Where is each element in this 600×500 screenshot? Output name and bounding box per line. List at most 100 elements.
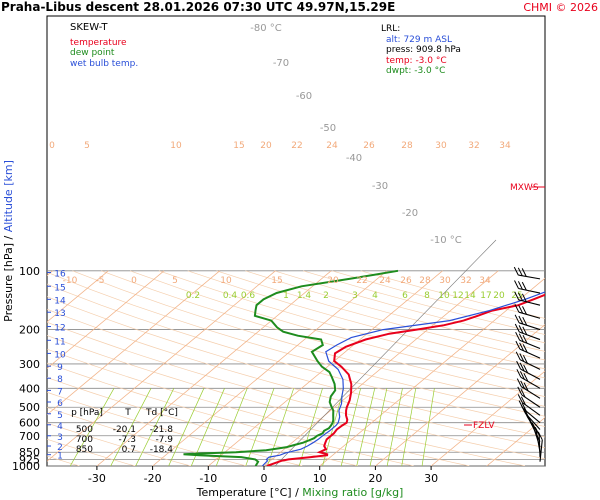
isotherm-label-400-2: 0 [131, 276, 137, 286]
altitude-tick-11: 11 [54, 337, 65, 347]
wind-barb-flag-500-0 [517, 386, 523, 396]
wind-barb-flag-110-0 [513, 266, 519, 276]
dry-adiabat-440 [245, 270, 545, 352]
isotherm-label-400-1: -5 [96, 276, 105, 286]
wind-barb-flag-225-1 [518, 325, 524, 334]
pressure-tick-1000: 1000 [12, 460, 40, 473]
isotherm-label-upper-0: -80 °C [250, 23, 282, 34]
wind-barb-flag-225-2 [522, 326, 528, 336]
x-tick--30: -30 [88, 472, 106, 485]
isotherm-10 [319, 277, 545, 466]
mixing-line-0.2 [69, 388, 115, 466]
wind-barb-flag-320-0 [515, 351, 521, 361]
isotherm-label-400-9: 26 [400, 276, 412, 286]
dry-adiabat-300 [47, 362, 414, 466]
wind-barb-flag-250-1 [518, 333, 524, 342]
lrl-heading: LRL: [381, 24, 400, 34]
series-dew-point [183, 269, 399, 466]
wind-barb-flag-360-1 [519, 362, 525, 372]
altitude-tick-14: 14 [54, 296, 66, 306]
mixing-label-14: 20 [493, 291, 505, 301]
pressure-tick-925: 925 [19, 453, 40, 466]
pressure-tick-850: 850 [19, 446, 40, 459]
wind-barb-flag-130-0 [514, 280, 519, 289]
isotherm-label-400-11: 30 [439, 276, 451, 286]
mixing-label-2: 0.6 [241, 291, 256, 301]
isotherm-label-400-13: 34 [479, 276, 491, 286]
y-axis-label: Pressure [hPa] / Altitude [km] [2, 160, 15, 322]
dry-adiabat-270 [47, 406, 247, 466]
table-row-850-p: 850 [76, 445, 93, 455]
isotherm-20 [375, 324, 545, 466]
isotherm--30 [96, 270, 332, 466]
mixing-line-20 [401, 388, 417, 466]
pressure-tick-200: 200 [19, 324, 40, 337]
isotherm-label-upper-7: -10 °C [430, 235, 462, 246]
wind-barb-flag-280-0 [515, 340, 521, 350]
x-tick--10: -10 [199, 472, 217, 485]
mixing-line-4 [267, 388, 295, 466]
mixing-label-8: 6 [402, 291, 408, 301]
wind-barb-flag-800-0 [528, 417, 534, 427]
wind-barb-flag-250-2 [522, 334, 528, 344]
wind-barb-flag-500-1 [520, 388, 526, 398]
series-temperature [266, 293, 545, 466]
mixing-line-6 [298, 388, 323, 466]
table-row-700-t: -7.3 [118, 435, 136, 445]
altitude-tick-8: 8 [57, 375, 63, 385]
dry-adiabat-250 [47, 438, 136, 466]
isotherm-label-200-4: 20 [260, 141, 272, 151]
wind-barb-flag-450-1 [520, 380, 526, 390]
isotherm-label-200-1: 5 [84, 141, 90, 151]
isotherm-label-upper-3: -50 [320, 123, 336, 134]
dry-adiabat-420 [187, 270, 545, 370]
dry-adiabat-320 [47, 335, 526, 466]
wind-barb-flag-175-1 [518, 305, 524, 314]
mixing-label-6: 3 [352, 291, 358, 301]
isotherm--20 [152, 270, 388, 466]
dry-adiabat-430 [216, 270, 545, 361]
altitude-tick-10: 10 [54, 350, 66, 360]
x-tick-0: 0 [261, 472, 268, 485]
table-header-td: Td [°C] [145, 408, 178, 418]
altitude-tick-9: 9 [57, 363, 63, 373]
wind-barb-flag-110-1 [517, 267, 523, 277]
altitude-tick-7: 7 [57, 387, 63, 397]
wind-barb-flag-450-0 [516, 378, 522, 387]
altitude-tick-4: 4 [57, 422, 63, 432]
lrl-temp: temp: -3.0 °C [386, 56, 447, 66]
isotherm-label-upper-5: -30 [372, 181, 388, 192]
dry-adiabat-330 [47, 321, 545, 460]
table-row-700-td: -7.9 [155, 435, 173, 445]
pressure-tick-100: 100 [19, 265, 40, 278]
wind-barb-flag-130-1 [517, 281, 523, 290]
dry-adiabat-410 [158, 270, 545, 379]
wind-barbs [513, 266, 543, 462]
isotherm--70 [47, 270, 109, 323]
isotherm-label-400-12: 32 [460, 276, 471, 286]
isotherm-label-upper-2: -60 [296, 91, 312, 102]
x-axis-label-mixing: Mixing ratio [g/kg] [302, 486, 403, 499]
legend-heading: SKEW-T [70, 22, 108, 33]
fzlv-label: FZLV [473, 421, 495, 431]
y-axis-label-altitude: Altitude [km] [2, 160, 15, 232]
wind-barb-flag-550-0 [517, 394, 523, 403]
table-row-850-td: -18.4 [150, 445, 174, 455]
wind-barb-flag-225-0 [514, 323, 520, 333]
wind-barb-flag-550-1 [520, 396, 526, 405]
wind-barb-flag-150-2 [521, 293, 527, 303]
mixing-line-3 [245, 388, 275, 466]
mixing-label-7: 4 [372, 291, 378, 301]
x-axis-label-temperature: Temperature [°C] [196, 486, 292, 499]
mxws-label: MXWS [510, 183, 539, 193]
wind-barb-flag-200-2 [522, 316, 528, 326]
mixing-line-0.4 [110, 388, 152, 466]
copyright: CHMI © 2026 [523, 1, 598, 14]
wind-barb-flag-850-0 [531, 422, 537, 431]
isotherm-label-400-7: 22 [356, 276, 367, 286]
wind-barb-flag-450-2 [523, 382, 529, 392]
mixing-label-4: 1.4 [297, 291, 312, 301]
wind-barb-flag-950-0 [537, 431, 543, 441]
isotherm-label-200-6: 24 [326, 141, 338, 151]
